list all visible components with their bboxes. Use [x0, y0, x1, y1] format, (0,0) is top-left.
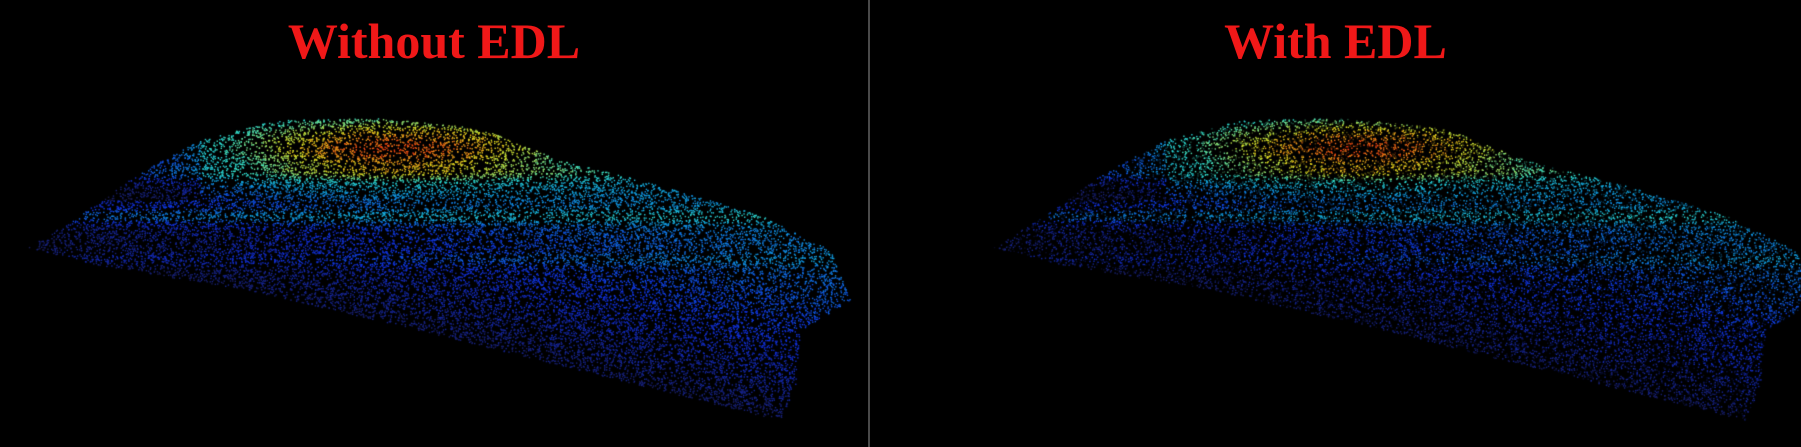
divider — [868, 0, 870, 447]
point-cloud-render — [870, 0, 1801, 447]
point-cloud-render — [0, 0, 868, 447]
panel-title: Without EDL — [287, 13, 581, 69]
panel-with-edl: With EDL — [870, 0, 1801, 447]
panel-without-edl: Without EDL — [0, 0, 868, 447]
panel-title: With EDL — [1224, 13, 1447, 69]
